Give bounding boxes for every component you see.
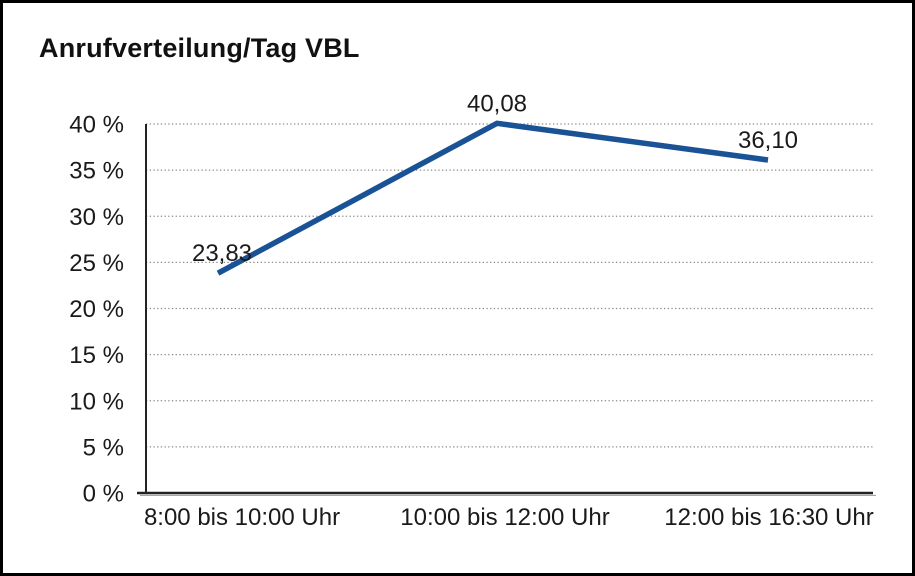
y-tick-label: 5 % (83, 434, 124, 461)
x-category-label: 12:00 bis 16:30 Uhr (664, 504, 873, 531)
y-tick-label: 20 % (69, 296, 124, 323)
y-tick-label: 25 % (69, 250, 124, 277)
x-category-label: 8:00 bis 10:00 Uhr (144, 504, 340, 531)
chart-title: Anrufverteilung/Tag VBL (39, 33, 360, 63)
data-point-label: 40,08 (467, 90, 527, 117)
y-tick-label: 15 % (69, 342, 124, 369)
line-chart-svg: 0 % 5 % 10 % 15 % 20 % 25 % 30 % 35 % 40 % 23,83 4… (69, 90, 876, 531)
y-tick-label: 40 % (69, 112, 124, 139)
data-point-label: 23,83 (192, 240, 252, 267)
data-line-series (216, 120, 769, 276)
y-tick-label: 0 % (83, 481, 124, 508)
data-point-label: 36,10 (738, 127, 798, 154)
y-tick-label: 10 % (69, 388, 124, 415)
y-tick-label: 30 % (69, 204, 124, 231)
x-category-label: 10:00 bis 12:00 Uhr (400, 504, 609, 531)
y-tick-label: 35 % (69, 158, 124, 185)
